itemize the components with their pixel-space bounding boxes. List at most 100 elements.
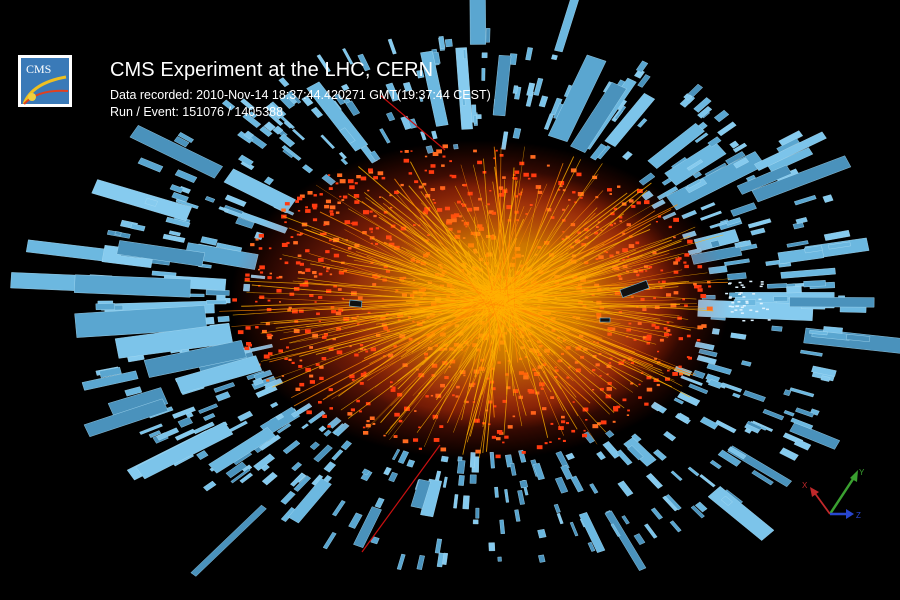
calorimeter-tower [261,464,270,472]
calorimeter-tower [789,296,875,308]
hit-deposit [309,346,313,349]
hit-deposit [335,182,339,185]
calorimeter-tower [156,427,180,441]
calorimeter-tower [280,507,297,523]
particle-track [503,260,620,301]
calorimeter-tower [786,286,802,294]
hit-deposit [672,372,678,376]
hit-deposit [295,261,301,265]
calorimeter-tower [732,392,741,399]
calorimeter-tower [743,390,766,403]
hit-deposit [322,414,327,418]
calorimeter-tower [512,127,522,139]
calorimeter-tower [733,299,756,306]
particle-track [412,296,509,396]
hit-deposit [404,150,409,153]
calorimeter-tower [485,28,491,43]
calorimeter-tower [280,490,296,505]
calorimeter-tower [690,505,705,519]
hit-deposit [628,199,634,203]
calorimeter-tower [645,473,664,489]
calorimeter-tower [340,440,353,451]
calorimeter-tower [631,433,642,443]
hit-deposit [582,433,587,438]
particle-track [497,308,680,316]
calorimeter-tower [177,416,193,428]
hit-deposit [295,387,301,391]
calorimeter-tower [736,164,792,195]
hit-deposit [688,356,692,360]
hit-deposit [295,200,299,203]
hit-deposit [339,195,342,198]
calorimeter-tower [587,541,596,552]
calorimeter-tower [563,84,572,98]
calorimeter-tower [492,54,512,117]
endcap-hit [737,301,741,303]
hit-deposit [258,268,261,271]
particle-track [507,232,592,306]
calorimeter-tower [734,239,752,249]
calorimeter-tower [635,60,649,73]
calorimeter-tower [334,93,346,106]
calorimeter-tower [514,509,521,522]
calorimeter-tower [732,142,748,153]
calorimeter-tower [323,429,332,437]
hit-deposit [286,241,290,245]
calorimeter-tower [456,459,466,474]
calorimeter-tower [700,202,716,211]
calorimeter-tower [345,100,361,116]
calorimeter-tower [790,417,814,430]
calorimeter-tower [129,125,223,179]
endcap-hit [731,306,735,308]
hit-deposit [341,199,345,201]
calorimeter-tower [215,391,231,402]
hit-deposit [362,426,366,429]
calorimeter-tower [293,475,312,492]
hit-deposit [347,179,354,184]
hit-deposit [616,405,621,409]
particle-track [500,179,505,296]
calorimeter-tower [192,421,215,435]
hit-deposit [255,300,258,303]
particle-track [496,204,654,300]
calorimeter-tower [751,469,774,486]
calorimeter-tower [114,323,234,359]
calorimeter-tower [560,464,574,480]
particle-track [232,296,515,316]
calorimeter-tower [458,475,465,486]
coordinate-axes-icon: Y X Z [802,468,865,520]
calorimeter-tower [697,106,713,119]
hit-deposit [566,422,569,425]
calorimeter-tower [780,267,836,279]
particle-track [272,295,488,388]
hit-deposit [301,271,305,275]
calorimeter-tower [663,430,677,442]
hit-deposit [281,208,286,212]
hit-deposit [495,149,498,152]
hit-deposit [305,209,311,213]
calorimeter-tower [341,83,350,92]
hit-deposit [701,324,707,328]
hit-deposit [237,330,244,335]
calorimeter-tower [740,243,758,252]
particle-track [506,247,615,303]
calorimeter-tower [172,406,196,419]
calorimeter-tower [279,95,296,109]
calorimeter-tower [252,377,264,386]
calorimeter-tower [442,476,448,488]
calorimeter-tower [276,423,292,434]
calorimeter-tower [692,171,703,179]
calorimeter-tower [694,132,709,144]
calorimeter-tower [259,126,273,137]
hit-deposit [278,349,283,353]
particle-track [411,290,493,353]
calorimeter-tower [169,184,184,194]
calorimeter-tower [313,444,333,463]
calorimeter-tower [235,217,255,229]
calorimeter-tower [442,552,449,565]
calorimeter-tower [686,159,704,171]
hit-deposit [297,210,301,212]
hit-deposit [328,187,333,190]
calorimeter-tower [318,425,327,433]
calorimeter-tower [597,145,611,160]
